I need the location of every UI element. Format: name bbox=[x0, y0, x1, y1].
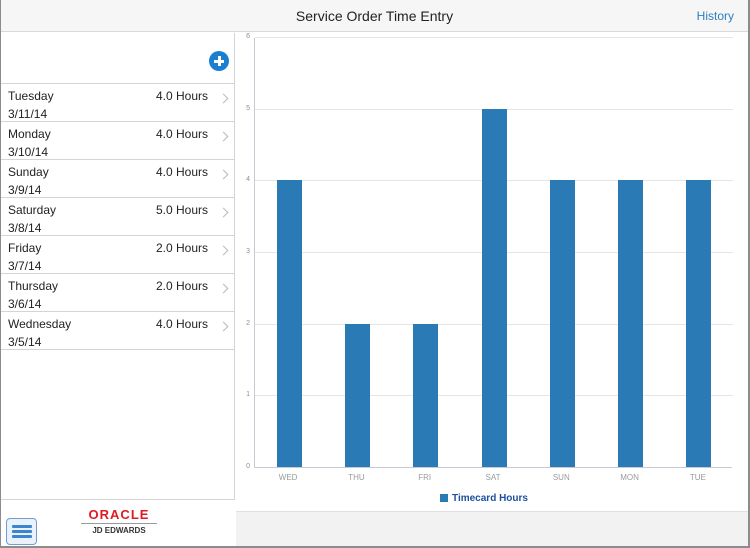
chevron-right-icon bbox=[218, 131, 229, 142]
chevron-right-icon bbox=[218, 169, 229, 180]
entry-date: 3/9/14 bbox=[8, 183, 42, 197]
right-footer-bar bbox=[236, 511, 748, 546]
x-tick-label: THU bbox=[348, 473, 365, 482]
x-tick-label: FRI bbox=[418, 473, 432, 482]
y-tick-label: 2 bbox=[246, 319, 250, 327]
x-tick-label: MON bbox=[620, 473, 639, 482]
oracle-jd-edwards-logo: ORACLE JD EDWARDS bbox=[81, 508, 157, 536]
logo-jde-text: JD EDWARDS bbox=[92, 526, 146, 535]
chevron-right-icon bbox=[218, 207, 229, 218]
list-item[interactable]: Friday 3/7/14 2.0 Hours bbox=[1, 236, 235, 274]
bar-tue[interactable] bbox=[686, 180, 712, 467]
y-tick-label: 0 bbox=[246, 463, 250, 470]
entry-day: Wednesday bbox=[8, 317, 72, 331]
nav-bar: Service Order Time Entry History bbox=[1, 0, 748, 32]
y-tick-label: 1 bbox=[246, 391, 250, 399]
entry-day: Friday bbox=[8, 241, 42, 255]
y-tick-label: 3 bbox=[246, 248, 250, 255]
entry-date: 3/10/14 bbox=[8, 145, 49, 159]
chevron-right-icon bbox=[218, 245, 229, 256]
time-entry-list-panel: Tuesday 3/11/14 4.0 Hours Monday 3/10/14… bbox=[1, 33, 235, 546]
chevron-right-icon bbox=[218, 93, 229, 104]
entry-date: 3/8/14 bbox=[8, 221, 42, 235]
entry-day: Thursday bbox=[8, 279, 59, 293]
time-entry-list: Tuesday 3/11/14 4.0 Hours Monday 3/10/14… bbox=[1, 83, 235, 350]
x-tick-label: SAT bbox=[485, 473, 501, 482]
x-tick-label: SUN bbox=[552, 473, 570, 482]
list-item[interactable]: Thursday 3/6/14 2.0 Hours bbox=[1, 274, 235, 312]
hamburger-menu-icon bbox=[12, 535, 32, 538]
history-button[interactable]: History bbox=[696, 9, 734, 23]
entry-day: Monday bbox=[8, 127, 51, 141]
entry-day: Tuesday bbox=[8, 89, 54, 103]
timecard-hours-chart: 0 1 2 3 4 5 6 WED THU FRI SAT SUN MON TUE Timecard H… bbox=[236, 33, 748, 511]
list-item[interactable]: Wednesday 3/5/14 4.0 Hours bbox=[1, 312, 235, 350]
bar-mon[interactable] bbox=[618, 180, 644, 467]
left-footer-bar: ORACLE JD EDWARDS bbox=[1, 499, 235, 546]
hamburger-menu-icon bbox=[12, 530, 32, 533]
bar-sun[interactable] bbox=[549, 180, 575, 467]
bar-fri[interactable] bbox=[413, 323, 439, 467]
plot-area bbox=[254, 37, 733, 468]
chevron-right-icon bbox=[218, 321, 229, 332]
list-item[interactable]: Tuesday 3/11/14 4.0 Hours bbox=[1, 84, 235, 122]
bar-sat[interactable] bbox=[481, 108, 507, 467]
logo-divider bbox=[81, 523, 157, 524]
legend-swatch bbox=[440, 494, 449, 502]
page-title: Service Order Time Entry bbox=[295, 8, 454, 24]
entry-date: 3/5/14 bbox=[8, 335, 42, 349]
entry-hours: 2.0 Hours bbox=[155, 241, 208, 255]
entry-date: 3/11/14 bbox=[8, 107, 48, 121]
list-item[interactable]: Monday 3/10/14 4.0 Hours bbox=[1, 122, 235, 160]
hamburger-menu-icon bbox=[12, 525, 32, 528]
list-item[interactable]: Saturday 3/8/14 5.0 Hours bbox=[1, 198, 235, 236]
y-tick-label: 6 bbox=[246, 33, 250, 40]
entry-hours: 5.0 Hours bbox=[155, 203, 208, 217]
entry-date: 3/6/14 bbox=[8, 297, 42, 311]
entry-hours: 4.0 Hours bbox=[155, 89, 208, 103]
entry-hours: 4.0 Hours bbox=[155, 317, 208, 331]
entry-day: Sunday bbox=[8, 165, 49, 179]
chart-legend: Timecard Hours bbox=[236, 493, 732, 504]
add-entry-button[interactable] bbox=[209, 51, 229, 71]
entry-hours: 2.0 Hours bbox=[155, 279, 208, 293]
entry-date: 3/7/14 bbox=[8, 259, 42, 273]
list-item[interactable]: Sunday 3/9/14 4.0 Hours bbox=[1, 160, 235, 198]
y-tick-label: 5 bbox=[246, 104, 250, 112]
x-tick-label: TUE bbox=[689, 473, 706, 482]
chevron-right-icon bbox=[218, 283, 229, 294]
entry-hours: 4.0 Hours bbox=[155, 127, 208, 141]
legend-label: Timecard Hours bbox=[452, 493, 528, 504]
y-tick-label: 4 bbox=[246, 176, 250, 184]
logo-oracle-text: ORACLE bbox=[88, 507, 150, 522]
x-tick-label: WED bbox=[278, 473, 298, 482]
gridline bbox=[255, 37, 733, 38]
bar-wed[interactable] bbox=[276, 180, 302, 467]
entry-hours: 4.0 Hours bbox=[155, 165, 208, 179]
menu-button[interactable] bbox=[6, 518, 37, 545]
bar-thu[interactable] bbox=[344, 323, 370, 467]
entry-day: Saturday bbox=[8, 203, 57, 217]
